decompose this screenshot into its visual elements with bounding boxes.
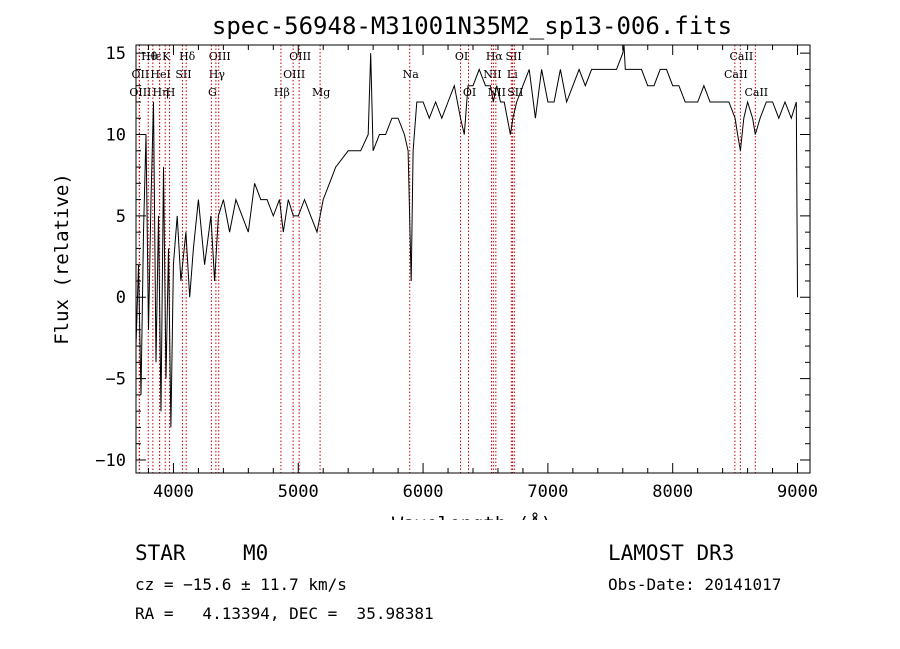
y-tick-label: −5 <box>106 370 126 390</box>
line-marker-label: Hε <box>146 50 162 63</box>
survey-label: LAMOST DR3 <box>608 541 735 565</box>
redshift-readout: cz = −15.6 ± 11.7 km/s <box>135 575 347 594</box>
axis-ticks: 4000 5000 6000 7000 8000 9000 −10 −5 0 5 10 15 <box>95 44 818 502</box>
line-marker-label: SII <box>507 86 523 99</box>
y-tick-label: 5 <box>116 207 126 227</box>
object-class: STAR <box>135 541 186 565</box>
y-tick-label: −10 <box>95 451 126 471</box>
line-marker-label: CaII <box>744 86 768 99</box>
x-tick-label: 7000 <box>527 482 568 502</box>
line-marker-label: SII <box>175 68 191 81</box>
line-marker-label: G <box>208 86 217 99</box>
line-marker-label: SII <box>505 50 521 63</box>
line-marker-label: Na <box>403 68 420 81</box>
line-marker-label: CaII <box>730 50 754 63</box>
line-marker-label: Mg <box>312 86 330 99</box>
line-marker-label: Hη <box>152 86 168 99</box>
chart-title: spec-56948-M31001N35M2_sp13-006.fits <box>212 12 732 40</box>
x-tick-label: 4000 <box>153 482 194 502</box>
object-subclass: M0 <box>243 541 269 565</box>
plot-frame <box>135 44 811 474</box>
line-marker-label: OI <box>455 50 468 63</box>
line-marker-label: Hα <box>486 50 504 63</box>
line-marker-label: CaII <box>724 68 748 81</box>
y-tick-label: 10 <box>106 126 126 146</box>
line-marker-label: OIII <box>289 50 311 63</box>
y-axis-label: Flux (relative) <box>51 173 73 345</box>
line-marker-label: OIII <box>209 50 231 63</box>
line-marker-label: OIII <box>129 86 151 99</box>
line-marker-label: Hβ <box>274 86 290 99</box>
x-tick-label: 6000 <box>403 482 444 502</box>
line-marker-label: OI <box>463 86 476 99</box>
line-marker-label: Hγ <box>209 68 226 81</box>
coordinates-readout: RA = 4.13394, DEC = 35.98381 <box>135 604 434 623</box>
y-tick-label: 0 <box>116 288 126 308</box>
x-tick-label: 9000 <box>777 482 818 502</box>
line-marker-label: OII <box>132 68 150 81</box>
spectrum-chart: spec-56948-M31001N35M2_sp13-006.fits HθO… <box>51 12 818 520</box>
line-marker-label: K <box>162 50 171 63</box>
line-marker-label: NII <box>483 68 501 81</box>
line-marker-label: Hδ <box>179 50 196 63</box>
line-marker-label: OIII <box>283 68 305 81</box>
line-marker-label: Li <box>507 68 518 81</box>
observation-date: Obs-Date: 20141017 <box>608 575 782 594</box>
line-marker-label: H <box>166 86 176 99</box>
spectrum-line <box>135 44 798 428</box>
y-tick-label: 15 <box>106 44 126 64</box>
line-marker-label: HeI <box>150 68 170 81</box>
x-axis-label: Wavelength (Å) <box>392 512 552 520</box>
x-tick-label: 5000 <box>278 482 319 502</box>
x-tick-label: 8000 <box>652 482 693 502</box>
